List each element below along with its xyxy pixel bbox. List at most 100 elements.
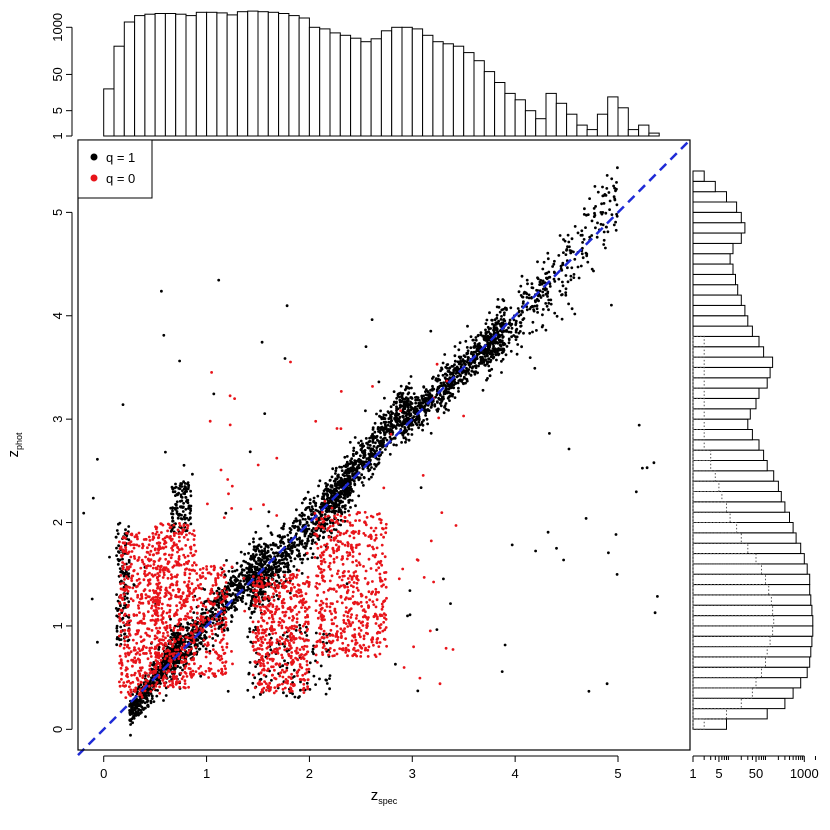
- point-q1: [425, 417, 429, 421]
- point-q0: [170, 537, 174, 541]
- point-q1: [325, 518, 328, 521]
- point-q1: [241, 573, 245, 577]
- point-q1: [248, 630, 252, 634]
- point-q0: [123, 614, 126, 617]
- point-q0: [183, 604, 187, 608]
- point-q1: [293, 695, 297, 699]
- point-q0: [176, 573, 179, 577]
- point-q1: [246, 635, 250, 639]
- point-q1: [435, 393, 439, 397]
- point-q1: [293, 524, 297, 528]
- point-q0: [126, 577, 130, 580]
- point-q0: [191, 595, 195, 599]
- point-q0: [122, 593, 126, 596]
- point-q1: [514, 319, 518, 323]
- point-q0: [187, 580, 191, 583]
- point-q1: [570, 237, 574, 241]
- point-q1: [444, 372, 447, 376]
- point-q0: [135, 585, 138, 589]
- point-q1: [549, 302, 553, 306]
- point-q1: [199, 642, 203, 646]
- point-q1: [634, 490, 638, 494]
- point-q0: [169, 639, 172, 643]
- top-hist-bar: [319, 28, 331, 137]
- point-q1: [298, 519, 302, 522]
- point-q1: [204, 647, 208, 651]
- point-q1: [480, 361, 483, 365]
- point-q0: [192, 543, 196, 547]
- point-q0: [131, 586, 135, 590]
- point-q1: [412, 392, 416, 395]
- point-q1: [389, 413, 392, 417]
- point-q1: [319, 664, 323, 668]
- point-q0: [118, 684, 122, 688]
- top-hist-bar: [504, 92, 516, 137]
- point-q1: [278, 559, 281, 562]
- point-q1: [191, 628, 194, 631]
- point-q1: [487, 348, 491, 352]
- point-q1: [260, 340, 264, 344]
- point-q1: [471, 338, 475, 342]
- point-q0: [173, 612, 177, 616]
- point-q1: [298, 623, 302, 627]
- top-hist-bar: [134, 15, 146, 137]
- point-q1: [500, 321, 504, 325]
- point-q1: [260, 550, 264, 554]
- point-q1: [250, 565, 254, 569]
- point-q1: [204, 636, 208, 640]
- top-hist-bar: [195, 11, 208, 137]
- point-q1: [371, 454, 374, 457]
- point-q0: [156, 572, 160, 575]
- point-q1: [316, 494, 320, 498]
- point-q1: [552, 270, 556, 274]
- point-q1: [407, 438, 411, 442]
- point-q1: [250, 595, 254, 598]
- point-q1: [500, 359, 503, 363]
- point-q1: [586, 260, 590, 264]
- point-q1: [252, 695, 256, 699]
- point-q0: [168, 665, 172, 669]
- point-q0: [127, 692, 131, 696]
- point-q0: [150, 641, 154, 644]
- point-q1: [429, 329, 433, 333]
- point-q1: [294, 629, 298, 632]
- point-q0: [160, 531, 163, 534]
- point-q1: [292, 543, 296, 547]
- point-q1: [319, 529, 323, 533]
- point-q1: [252, 559, 256, 562]
- point-q1: [560, 317, 564, 321]
- point-q1: [204, 608, 208, 611]
- point-q0: [129, 597, 133, 601]
- point-q1: [127, 638, 131, 642]
- point-q1: [284, 557, 287, 560]
- point-q1: [262, 542, 266, 546]
- point-q1: [409, 375, 413, 378]
- point-q1: [348, 440, 352, 444]
- point-q1: [449, 373, 452, 376]
- point-q0: [156, 576, 159, 579]
- point-q1: [337, 483, 341, 487]
- point-q1: [305, 625, 308, 629]
- point-q1: [179, 666, 182, 669]
- point-q1: [371, 437, 374, 440]
- point-q0: [143, 572, 146, 576]
- point-q0: [158, 596, 162, 600]
- point-q1: [569, 274, 573, 278]
- point-q0: [147, 684, 151, 688]
- point-q0: [176, 550, 179, 554]
- point-q1: [164, 450, 167, 454]
- point-q1: [378, 444, 381, 448]
- point-q0: [161, 602, 164, 606]
- point-q1: [536, 260, 539, 264]
- point-q0: [191, 673, 195, 677]
- point-q1: [171, 506, 174, 510]
- point-q1: [387, 411, 391, 415]
- point-q1: [150, 694, 154, 698]
- point-q1: [339, 501, 342, 505]
- point-q0: [148, 668, 152, 671]
- point-q1: [368, 444, 372, 447]
- point-q0: [149, 564, 152, 568]
- point-q0: [161, 523, 165, 527]
- point-q1: [443, 376, 447, 380]
- point-q1: [400, 399, 404, 403]
